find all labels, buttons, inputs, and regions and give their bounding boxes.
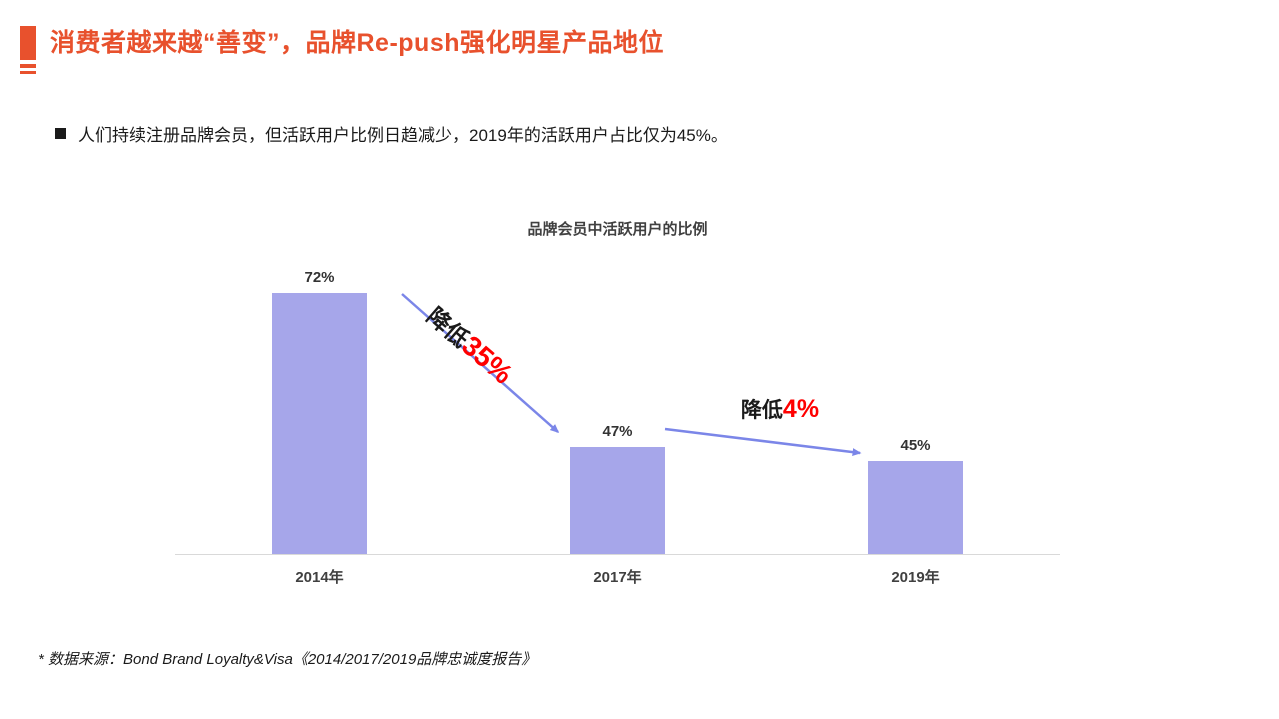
chart-title: 品牌会员中活跃用户的比例	[527, 221, 708, 238]
accent-dash	[20, 64, 36, 68]
bar-2014	[272, 293, 367, 555]
annotation-decline-4: 降低4%	[700, 394, 860, 424]
x-axis-tick-label: 2017年	[593, 569, 642, 586]
bar-value-label: 45%	[900, 437, 931, 454]
slide-header: 消费者越来越“善变”，品牌Re-push强化明星产品地位	[20, 26, 664, 74]
x-axis-tick-label: 2019年	[891, 569, 940, 586]
bullet-point: 人们持续注册品牌会员，但活跃用户比例日趋减少，2019年的活跃用户占比仅为45%…	[55, 121, 728, 146]
bullet-square-icon	[55, 128, 66, 139]
annotation-decline-35: 降低35%	[421, 298, 520, 391]
source-footnote: * 数据来源：Bond Brand Loyalty&Visa《2014/2017…	[38, 651, 537, 668]
slide-title: 消费者越来越“善变”，品牌Re-push强化明星产品地位	[50, 29, 665, 57]
title-accent-mark	[20, 26, 36, 74]
bar-value-label: 72%	[304, 269, 335, 286]
accent-dash	[20, 71, 36, 74]
accent-bar	[20, 26, 36, 60]
x-axis-line	[175, 554, 1060, 555]
bullet-text: 人们持续注册品牌会员，但活跃用户比例日趋减少，2019年的活跃用户占比仅为45%…	[78, 126, 728, 145]
bar-2019	[868, 461, 963, 555]
x-axis-tick-label: 2014年	[295, 569, 344, 586]
annotation-text: 降低	[740, 399, 783, 422]
active-users-bar-chart: 品牌会员中活跃用户的比例 72% 47% 45% 2014年 2017年 201…	[0, 200, 1279, 600]
bar-2017	[570, 447, 665, 555]
bar-value-label: 47%	[602, 423, 633, 440]
annotation-value: 4%	[782, 395, 820, 423]
decline-arrow-2017-2019	[664, 427, 862, 457]
